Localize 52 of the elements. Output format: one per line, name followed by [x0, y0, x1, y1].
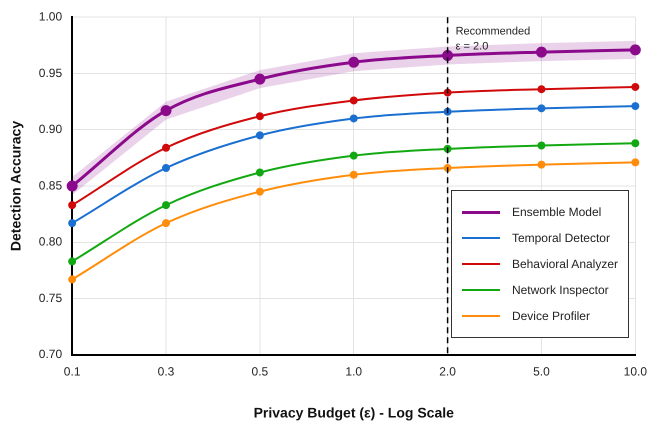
point	[350, 96, 358, 104]
point	[631, 102, 640, 110]
point	[256, 131, 264, 140]
point	[68, 219, 76, 228]
point	[68, 257, 76, 266]
point	[256, 112, 264, 120]
y-tick-label: 0.70	[38, 347, 62, 362]
ref-line-label: Recommended ε = 2.0	[456, 26, 530, 53]
point	[350, 170, 358, 179]
point	[254, 74, 266, 85]
legend-label: Device Profiler	[512, 309, 590, 323]
x-tick-label: 1.0	[345, 364, 362, 378]
point	[537, 141, 546, 150]
y-tick-label: 0.90	[38, 122, 62, 136]
legend-label: Behavioral Analyzer	[512, 257, 618, 271]
point	[68, 275, 76, 284]
legend-label: Network Inspector	[512, 283, 609, 297]
x-axis-title: Privacy Budget (ε) - Log Scale	[254, 404, 454, 420]
y-tick-label: 0.80	[38, 234, 62, 249]
point	[256, 188, 264, 196]
y-tick-label: 1.00	[38, 10, 62, 24]
y-axis-title: Detection Accuracy	[7, 120, 24, 252]
x-tick-label: 2.0	[439, 364, 456, 378]
x-tick-label: 0.5	[252, 364, 269, 378]
x-tick-label: 0.1	[64, 364, 81, 378]
point	[536, 46, 547, 58]
point	[631, 139, 640, 148]
point	[68, 201, 76, 210]
point	[631, 158, 640, 166]
point	[537, 85, 546, 94]
point	[350, 152, 358, 160]
point	[162, 164, 170, 172]
x-tick-label: 10.0	[624, 364, 648, 378]
point	[631, 82, 640, 91]
point	[160, 105, 172, 116]
point	[350, 114, 358, 122]
y-tick-label: 0.85	[38, 178, 62, 192]
point	[348, 56, 360, 68]
point	[630, 44, 641, 56]
y-tick-label: 0.95	[38, 66, 62, 80]
point	[162, 219, 170, 228]
legend-label: Temporal Detector	[512, 231, 610, 245]
point	[66, 180, 78, 192]
y-tick-label: 0.75	[38, 290, 62, 305]
point	[537, 160, 546, 169]
legend-label: Ensemble Model	[512, 205, 602, 219]
x-tick-label: 0.3	[158, 364, 175, 378]
point	[256, 168, 264, 176]
point	[537, 104, 546, 112]
point	[162, 201, 170, 210]
x-tick-label: 5.0	[533, 364, 550, 378]
point	[162, 144, 170, 152]
